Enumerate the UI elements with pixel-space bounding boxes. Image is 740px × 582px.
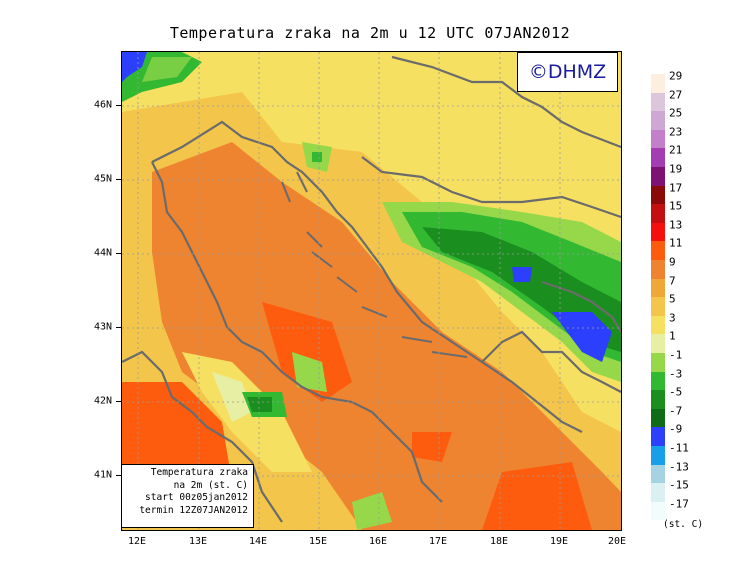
legend-label: -15 xyxy=(669,478,689,492)
legend-label: 15 xyxy=(669,199,683,213)
legend-swatch xyxy=(651,297,665,316)
info-line-4: termin 12Z07JAN2012 xyxy=(139,504,248,516)
legend-label: -11 xyxy=(669,441,689,455)
legend-label: -1 xyxy=(669,348,683,362)
legend-swatch xyxy=(651,390,665,409)
legend-swatch xyxy=(651,222,665,242)
lon-label: 12E xyxy=(127,536,147,547)
lat-tick xyxy=(116,105,121,106)
lon-label: 18E xyxy=(489,536,509,547)
lon-label: 13E xyxy=(188,536,208,547)
legend-swatch xyxy=(651,129,665,149)
legend-label: 25 xyxy=(669,106,683,120)
legend-label: 21 xyxy=(669,143,683,157)
lon-label: 19E xyxy=(549,536,569,547)
map-title: Temperatura zraka na 2m u 12 UTC 07JAN20… xyxy=(169,24,571,42)
legend-swatch xyxy=(651,204,665,223)
legend-swatch xyxy=(651,353,665,372)
legend-label: 29 xyxy=(669,69,683,83)
legend-label: 3 xyxy=(669,311,676,325)
lon-label: 17E xyxy=(428,536,448,547)
lat-label: 43N xyxy=(94,321,113,333)
legend-label: 13 xyxy=(669,218,683,232)
legend-swatch xyxy=(651,334,665,353)
temperature-map xyxy=(121,51,622,531)
info-line-3: start 00z05jan2012 xyxy=(145,492,248,503)
legend-swatch xyxy=(651,464,665,484)
legend-label: 9 xyxy=(669,255,676,269)
lat-tick xyxy=(116,179,121,180)
legend-swatch xyxy=(651,241,665,260)
lat-label: 42N xyxy=(94,395,113,407)
legend-label: -3 xyxy=(669,367,683,381)
legend-swatch xyxy=(651,501,665,521)
legend-label: 17 xyxy=(669,181,683,195)
lat-tick xyxy=(116,401,121,402)
legend-label: 11 xyxy=(669,236,683,250)
legend-label: 7 xyxy=(669,274,676,288)
temperature-field xyxy=(122,52,621,530)
legend-label: -9 xyxy=(669,422,683,436)
info-line-1: Temperatura zraka xyxy=(150,467,248,478)
lat-label: 45N xyxy=(94,173,113,185)
legend-swatch xyxy=(651,427,665,446)
legend-label: 23 xyxy=(669,125,683,139)
legend-swatch xyxy=(651,185,665,205)
lon-label: 14E xyxy=(248,536,268,547)
legend-swatch xyxy=(651,92,665,112)
legend-swatch xyxy=(651,148,665,167)
lat-tick xyxy=(116,327,121,328)
lat-label: 44N xyxy=(94,247,113,259)
legend-label: -7 xyxy=(669,404,683,418)
lat-tick xyxy=(116,253,121,254)
legend-swatch xyxy=(651,260,665,279)
legend-label: 1 xyxy=(669,329,676,343)
lat-tick xyxy=(116,475,121,476)
dhmz-logo: ©DHMZ xyxy=(517,52,618,92)
lon-label: 16E xyxy=(368,536,388,547)
legend-label: 5 xyxy=(669,292,676,306)
lon-label: 15E xyxy=(308,536,328,547)
legend-units: (st. C) xyxy=(663,519,704,530)
legend-swatch xyxy=(651,371,665,391)
legend-label: 27 xyxy=(669,88,683,102)
legend-swatch xyxy=(651,74,665,93)
legend-swatch xyxy=(651,315,665,335)
legend-label: -17 xyxy=(669,497,689,511)
lat-label: 41N xyxy=(94,469,113,481)
legend-swatch xyxy=(651,408,665,428)
legend-swatch xyxy=(651,167,665,186)
legend-label: 19 xyxy=(669,162,683,176)
info-line-2: na 2m (st. C) xyxy=(173,479,248,491)
legend-swatch xyxy=(651,446,665,465)
legend-label: -5 xyxy=(669,385,683,399)
lat-label: 46N xyxy=(94,99,113,111)
info-box: Temperatura zraka na 2m (st. C) start 00… xyxy=(121,464,254,528)
legend-swatch xyxy=(651,483,665,502)
legend-swatch xyxy=(651,111,665,130)
legend-swatch xyxy=(651,278,665,298)
legend-label: -13 xyxy=(669,460,689,474)
lon-label: 20E xyxy=(607,536,627,547)
